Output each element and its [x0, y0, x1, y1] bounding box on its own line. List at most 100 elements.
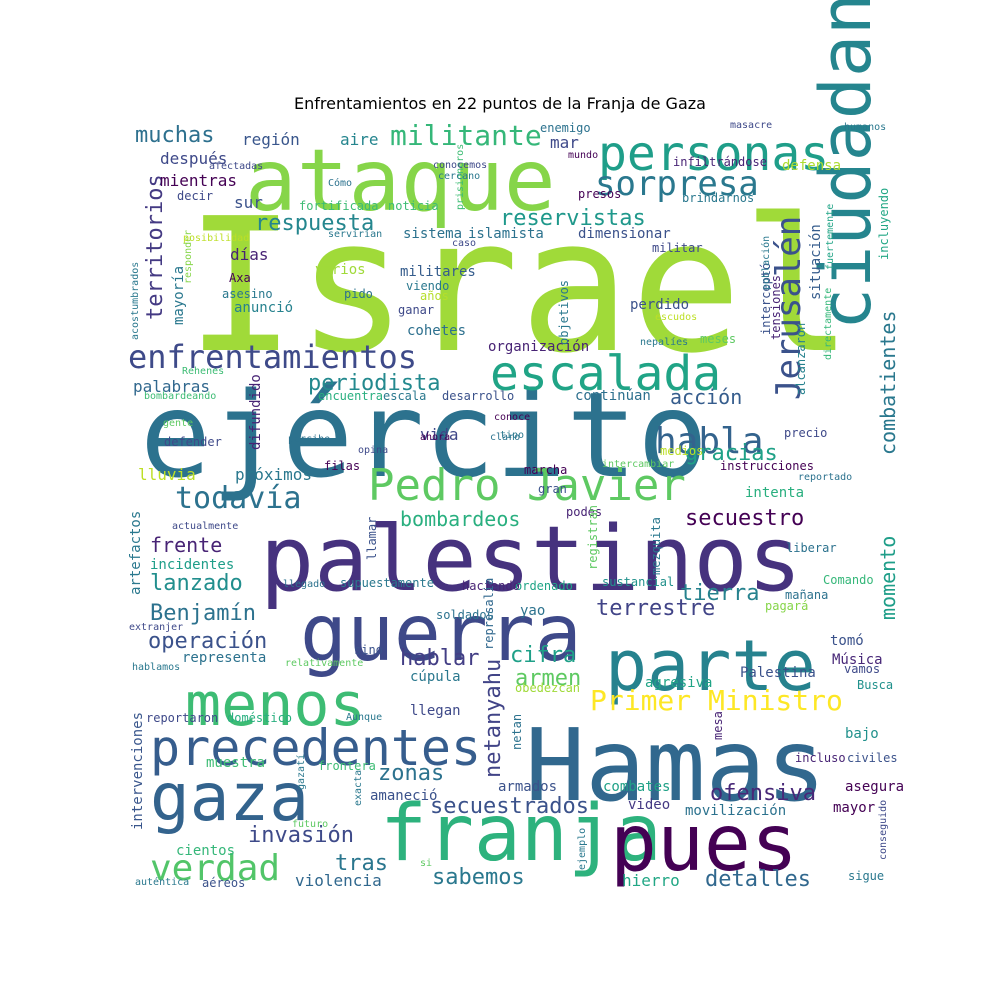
word-incluso: incluso: [795, 751, 846, 765]
word-busca: Busca: [857, 678, 893, 692]
word-escala: escala: [383, 389, 426, 403]
word-muchas: muchas: [135, 123, 214, 148]
word-escudos: escudos: [655, 312, 697, 323]
word-conoce: conoce: [494, 412, 530, 423]
word-netan: netan: [510, 714, 524, 750]
word-verdad: verdad: [150, 848, 280, 889]
word-zonas: zonas: [378, 761, 444, 786]
word-hamas: Hamas: [525, 707, 826, 824]
word-asesino: asesino: [222, 287, 273, 301]
word-llegan: llegan: [410, 703, 461, 719]
word-gracias: gracias: [685, 441, 778, 466]
word-proximos: próximos: [235, 465, 312, 484]
word-aereos: aéreos: [202, 876, 245, 890]
word-gran: gran: [538, 482, 567, 496]
word-masacre: masacre: [730, 120, 772, 131]
word-incluyendo: incluyendo: [877, 188, 891, 260]
word-lluvia: lluvia: [138, 465, 196, 484]
word-representa: representa: [182, 650, 266, 666]
word-enfrentamientos: enfrentamientos: [128, 338, 417, 376]
word-gazati: gazatí: [295, 754, 307, 790]
word-extranjer: extranjer: [129, 622, 183, 633]
word-combates: combates: [603, 779, 670, 795]
word-filas: filas: [324, 459, 360, 473]
word-situacion: situación: [808, 224, 824, 300]
word-cifra: cifra: [510, 643, 576, 668]
word-bombardeando: bombardeando: [144, 391, 216, 402]
word-mezquita: mezquita: [649, 517, 663, 575]
word-secuestrados: secuestrados: [430, 794, 589, 819]
word-actualmente: actualmente: [172, 521, 238, 532]
word-mesa: mesa: [711, 711, 725, 740]
word-registran: registran: [586, 505, 600, 570]
word-medios: medios: [660, 444, 703, 458]
word-vamos: vamos: [844, 662, 880, 676]
word-armados: armados: [498, 779, 557, 795]
word-tomo: tomó: [830, 633, 864, 649]
word-afectadas: afectadas: [209, 161, 263, 172]
word-alcanzaron: alcanzaron: [794, 323, 808, 395]
word-reportado: reportado: [798, 472, 852, 483]
word-viendo: viendo: [406, 279, 449, 293]
word-acostumbrados: acostumbrados: [130, 262, 141, 340]
word-anuncio: anunció: [234, 300, 293, 316]
word-video: video: [628, 797, 670, 813]
word-ganar: ganar: [398, 303, 434, 317]
word-israel: Israel: [185, 178, 853, 394]
word-defensa: defensa: [782, 158, 841, 174]
word-pues: pues: [610, 799, 798, 889]
word-aunque: Aunque: [346, 712, 382, 723]
word-hierro: hierro: [622, 871, 680, 890]
word-detalles: detalles: [705, 867, 811, 892]
word-tipo: tipo: [500, 430, 524, 441]
word-perdido: perdido: [630, 297, 689, 313]
word-palestina: Palestina: [740, 665, 816, 681]
word-lanzado: lanzado: [150, 571, 243, 596]
word-pido: pido: [344, 287, 373, 301]
word-jerusalen: Jerusalén: [769, 216, 809, 400]
word-poblacion: población: [760, 236, 772, 290]
word-continuan: continúan: [575, 388, 651, 404]
word-instrucciones: instrucciones: [720, 459, 814, 473]
word-mientras: mientras: [160, 171, 237, 190]
word-armen: armen: [515, 666, 581, 691]
word-gaza: gaza: [150, 759, 309, 836]
word-personas: personas: [598, 126, 829, 182]
word-organizacion: organización: [488, 339, 589, 355]
word-operacion: operación: [148, 629, 267, 654]
word-cercano: cercano: [438, 171, 480, 182]
word-sur: sur: [234, 193, 263, 212]
word-tras: tras: [335, 851, 388, 876]
word-habla: habla: [655, 421, 763, 462]
word-manana: mañana: [785, 588, 828, 602]
word-cohetes: cohetes: [407, 323, 466, 339]
chart-title: Enfrentamientos en 22 puntos de la Franj…: [294, 94, 706, 113]
word-difundido: difundido: [248, 374, 264, 450]
word-mar: mar: [550, 133, 579, 152]
word-netanyahu: netanyahu: [481, 659, 506, 778]
word-ataque: ataque: [245, 131, 556, 231]
word-caso: caso: [452, 238, 476, 249]
word-conseguido: conseguido: [878, 800, 889, 860]
word-hablamos: hablamos: [132, 662, 180, 673]
word-palestinos: palestinos: [260, 507, 802, 612]
word-mayoria: mayoría: [171, 266, 187, 325]
word-mundo: mundo: [568, 150, 598, 161]
word-aire: aire: [340, 130, 379, 149]
word-claro: claro: [490, 432, 520, 443]
word-intenta: intenta: [745, 485, 804, 501]
word-accion: acción: [670, 385, 742, 409]
word-meses: meses: [700, 332, 736, 346]
word-precio: precio: [784, 426, 827, 440]
word-soldados: soldados: [436, 608, 494, 622]
word-presos: presos: [578, 187, 621, 201]
word-prisioneros: prisioneros: [455, 144, 466, 210]
word-represalia: represalia: [482, 578, 496, 650]
word-sorpresa: sorpresa: [595, 164, 759, 204]
word-defender: defender: [164, 435, 222, 449]
word-obedezcan: obedezcan: [515, 681, 580, 695]
word-llegado: llegado: [283, 579, 325, 590]
word-momento: momento: [876, 536, 900, 620]
word-varios: varios: [315, 262, 366, 278]
word-guerra: guerra: [300, 589, 582, 679]
